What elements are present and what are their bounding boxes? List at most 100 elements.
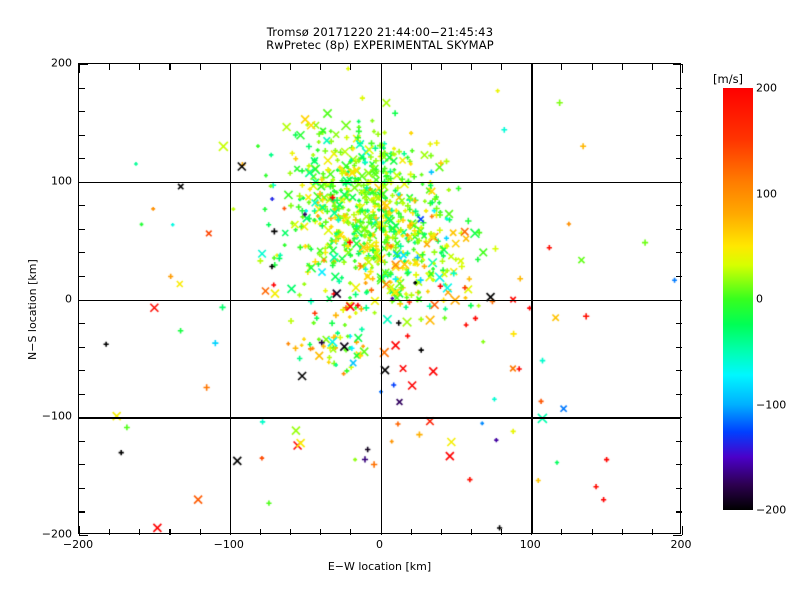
ytick--180 [79, 511, 85, 513]
ytick-20 [676, 275, 682, 278]
ytick--140 [676, 464, 682, 466]
xtick--100 [229, 64, 231, 73]
ytick-100 [79, 181, 88, 183]
xtick-200 [682, 526, 684, 535]
plot-area[interactable] [78, 63, 684, 537]
ytick-160 [79, 111, 85, 113]
xtick-60 [470, 529, 473, 535]
ytick-140 [676, 134, 682, 136]
ytick-140 [79, 134, 85, 136]
ytick-40 [79, 252, 85, 254]
x-tick-label--200: −200 [62, 538, 94, 551]
ytick-100 [673, 181, 682, 183]
y-tick-label--200: −200 [41, 527, 72, 541]
ytick-0 [79, 299, 88, 301]
ytick--40 [79, 346, 85, 348]
title-line-2: RwPretec (8p) EXPERIMENTAL SKYMAP [266, 38, 494, 52]
colorbar-gradient [723, 88, 753, 510]
xtick-40 [440, 529, 442, 535]
ytick--140 [79, 464, 85, 466]
gridline-x-0 [380, 64, 382, 533]
xtick-80 [501, 529, 503, 535]
colorbar-tick-0: 0 [756, 292, 763, 306]
xtick--20 [350, 529, 352, 535]
xtick-180 [651, 64, 653, 70]
xtick-180 [651, 529, 653, 535]
ytick--160 [676, 487, 682, 489]
xtick--60 [290, 529, 292, 535]
gridline-x--100 [229, 64, 232, 533]
colorbar-tick--100: −100 [756, 398, 787, 411]
ytick-120 [676, 158, 682, 160]
xtick-120 [561, 529, 563, 535]
xtick--160 [139, 529, 141, 535]
xtick-0 [380, 64, 382, 73]
xtick--80 [259, 64, 261, 70]
ytick-80 [79, 205, 85, 207]
xtick--180 [109, 529, 111, 535]
xtick-20 [410, 64, 412, 70]
ytick--100 [673, 417, 682, 419]
ytick--120 [676, 440, 682, 442]
ytick-20 [79, 275, 85, 278]
xtick--180 [109, 64, 111, 70]
ytick-180 [79, 87, 85, 89]
xtick--120 [199, 64, 201, 70]
x-tick-label-200: 200 [670, 538, 692, 551]
xtick-200 [682, 64, 684, 73]
xtick--200 [79, 64, 81, 73]
xtick-140 [591, 64, 593, 70]
colorbar-tick--200: −200 [756, 503, 787, 517]
ytick--60 [79, 370, 85, 372]
ytick-120 [79, 158, 85, 160]
ytick-40 [676, 252, 682, 254]
xtick-20 [410, 529, 412, 535]
xtick-80 [501, 64, 503, 70]
ytick--100 [79, 417, 88, 419]
xtick-160 [621, 64, 623, 70]
ytick--160 [79, 487, 85, 489]
ytick--200 [79, 535, 88, 537]
xtick-60 [470, 64, 473, 70]
xtick--40 [320, 529, 322, 535]
ytick--180 [676, 511, 682, 513]
y-tick-label-100: 100 [51, 174, 72, 188]
x-tick-label-0: 0 [376, 538, 383, 551]
xtick-100 [531, 64, 533, 73]
y-tick-label--100: −100 [41, 409, 72, 423]
ytick-180 [676, 87, 682, 89]
xtick-140 [591, 529, 593, 535]
colorbar[interactable] [723, 88, 753, 510]
xtick--80 [259, 529, 261, 535]
ytick--20 [79, 323, 85, 325]
ytick-60 [676, 228, 682, 230]
y-tick-label-0: 0 [65, 292, 72, 305]
colorbar-tick-200: 200 [756, 81, 777, 95]
ytick-80 [676, 205, 682, 207]
ytick-60 [79, 228, 85, 230]
gridline-y--100 [79, 417, 680, 419]
x-tick-label--100: −100 [213, 538, 244, 551]
xtick-0 [380, 526, 382, 535]
ytick-0 [673, 299, 682, 301]
ytick--120 [79, 440, 85, 442]
ytick--40 [676, 346, 682, 348]
xtick--120 [199, 529, 201, 535]
ytick-200 [673, 64, 682, 66]
ytick--80 [79, 393, 85, 395]
xtick--40 [320, 64, 322, 70]
xtick-160 [621, 529, 623, 535]
ytick--200 [673, 535, 682, 537]
ytick-160 [676, 111, 682, 113]
colorbar-unit-label: [m/s] [713, 72, 744, 86]
xtick-40 [440, 64, 442, 70]
xtick--60 [290, 64, 292, 70]
x-tick-label-100: 100 [519, 538, 541, 551]
xtick--140 [169, 529, 171, 535]
ytick--20 [676, 323, 682, 325]
ytick--60 [676, 370, 682, 372]
xtick--20 [350, 64, 352, 70]
y-axis-label: N−S location [km] [26, 259, 39, 360]
colorbar-tick-100: 100 [756, 187, 777, 200]
